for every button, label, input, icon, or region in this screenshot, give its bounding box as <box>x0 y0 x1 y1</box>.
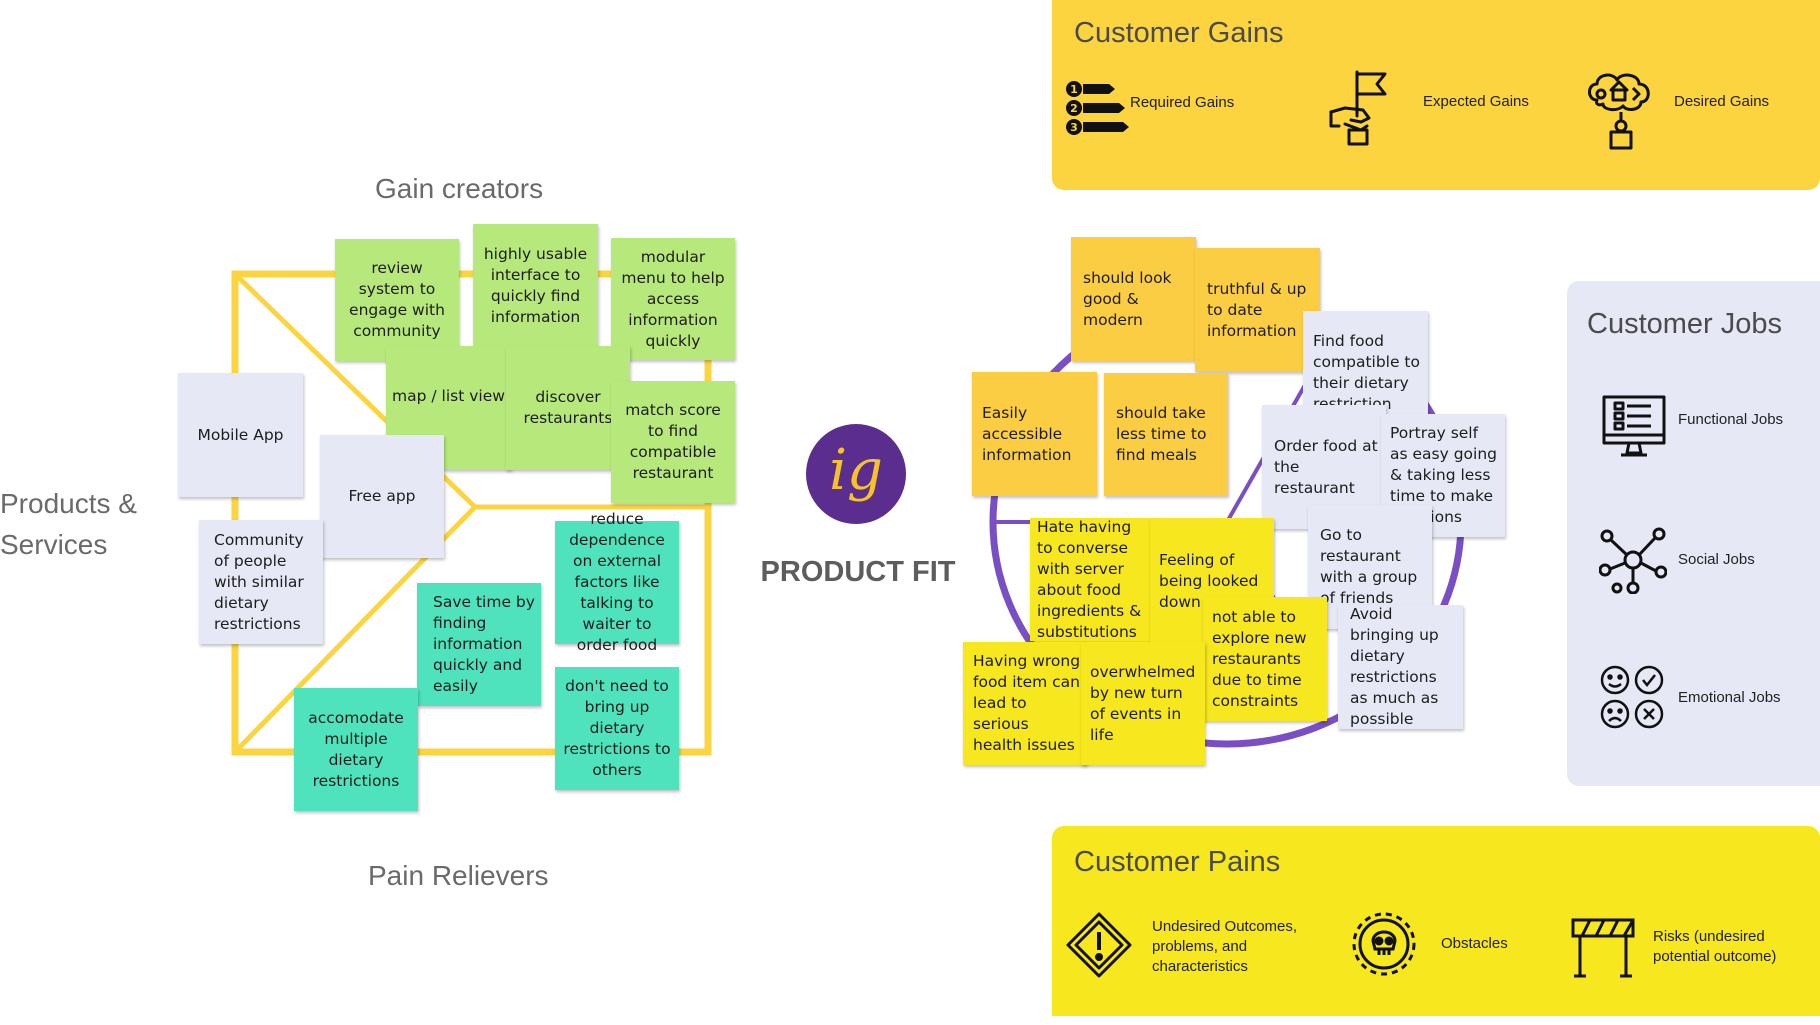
note-text: Easily accessible information <box>982 403 1072 464</box>
note-text: should look good & modern <box>1083 268 1172 329</box>
undesired-outcomes-label: Undesired Outcomes, problems, and charac… <box>1152 918 1298 975</box>
note-text: Go to restaurant with a group of friends <box>1320 526 1418 607</box>
pain-reliever-note[interactable]: Save time by finding information quickly… <box>417 583 541 706</box>
warning-diamond-icon <box>1066 912 1132 978</box>
ig-logo-text: ig <box>829 438 883 503</box>
note-text: truthful & up to date information <box>1207 279 1307 340</box>
note-text: review system to engage with community <box>349 259 445 340</box>
gain-creators-label: Gain creators <box>375 173 544 204</box>
skull-gear-icon <box>1352 912 1416 976</box>
customer-jobs-title: Customer Jobs <box>1587 308 1783 340</box>
functional-jobs-label: Functional Jobs <box>1678 411 1784 428</box>
network-icon <box>1599 527 1667 594</box>
flag-handshake-icon <box>1329 70 1387 146</box>
social-jobs-label: Social Jobs <box>1678 551 1755 568</box>
note-text: Find food compatible to their dietary re… <box>1313 332 1420 413</box>
svg-text:1: 1 <box>1070 83 1078 96</box>
note-text: Avoid bringing up dietary restrictions a… <box>1350 605 1439 728</box>
gain-note[interactable]: truthful & up to date information <box>1195 248 1320 372</box>
note-text: Free app <box>348 487 416 505</box>
checklist-monitor-icon <box>1602 395 1666 457</box>
note-text: Portray self as easy going & taking less… <box>1390 424 1498 526</box>
pain-relievers-label: Pain Relievers <box>368 860 549 891</box>
customer-pains-panel: Customer Pains Undesired Outcomes, probl… <box>1052 826 1820 1016</box>
required-gains-label: Required Gains <box>1130 94 1235 111</box>
job-note[interactable]: Go to restaurant with a group of friends <box>1308 505 1432 629</box>
emotional-jobs-label: Emotional Jobs <box>1678 689 1781 706</box>
barrier-icon <box>1571 918 1635 978</box>
products-services-label: Products & Services <box>0 488 137 560</box>
note-text: reduce dependence on external factors li… <box>569 510 665 654</box>
note-text: don't need to bring up dietary restricti… <box>563 677 671 779</box>
ig-logo: ig <box>806 424 906 524</box>
note-text: overwhelmed by new turn of events in lif… <box>1090 662 1196 744</box>
pain-note[interactable]: overwhelmed by new turn of events in lif… <box>1081 642 1205 765</box>
customer-gains-panel: Customer Gains 1 2 3 Required Gains Expe… <box>1052 0 1820 190</box>
gain-creator-note[interactable]: modular menu to help access information … <box>611 238 735 360</box>
gain-note[interactable]: should look good & modern <box>1071 237 1196 361</box>
gain-creator-note[interactable]: review system to engage with community <box>335 239 459 361</box>
note-text: highly usable interface to quickly find … <box>483 245 588 326</box>
customer-pains-title: Customer Pains <box>1074 846 1281 878</box>
emotion-faces-icon <box>1600 665 1664 729</box>
pain-note[interactable]: Hate having to converse with server abou… <box>1030 518 1154 641</box>
product-note[interactable]: Mobile App <box>178 373 303 497</box>
note-text: Order food at the restaurant <box>1274 436 1378 497</box>
thought-bubble-icon <box>1588 73 1650 150</box>
note-text: Save time by finding information quickly… <box>433 593 535 695</box>
product-fit-title: PRODUCT FIT <box>760 556 956 588</box>
note-text: Having wrong food item can lead to serio… <box>973 652 1081 754</box>
expected-gains-label: Expected Gains <box>1423 93 1529 110</box>
note-text: discover restaurants <box>523 388 613 427</box>
customer-jobs-panel: Customer Jobs Functional Jobs Social Job… <box>1567 281 1820 786</box>
note-text: not able to explore new restaurants due … <box>1212 607 1307 710</box>
gain-note[interactable]: Easily accessible information <box>972 372 1097 496</box>
note-text: Community of people with similar dietary… <box>214 530 304 633</box>
gain-creator-note[interactable]: discover restaurants <box>506 346 630 470</box>
risks-label: Risks (undesired potential outcome) <box>1653 928 1777 965</box>
gain-creator-note[interactable]: match score to find compatible restauran… <box>611 381 735 503</box>
product-note[interactable]: Free app <box>320 435 444 558</box>
note-text: match score to find compatible restauran… <box>625 401 721 482</box>
note-text: map / list view <box>392 387 505 405</box>
obstacles-label: Obstacles <box>1441 935 1508 952</box>
pain-reliever-note[interactable]: don't need to bring up dietary restricti… <box>555 667 679 790</box>
svg-text:2: 2 <box>1070 102 1078 115</box>
pain-reliever-note[interactable]: accomodate multiple dietary restrictions <box>294 688 418 811</box>
pain-note[interactable]: Having wrong food item can lead to serio… <box>963 642 1087 765</box>
customer-gains-title: Customer Gains <box>1074 17 1284 49</box>
pain-reliever-note[interactable]: reduce dependence on external factors li… <box>555 510 679 654</box>
note-text: should take less time to find meals <box>1116 404 1207 464</box>
product-note[interactable]: Community of people with similar dietary… <box>199 520 323 644</box>
note-text: Mobile App <box>197 425 284 444</box>
ranked-list-icon: 1 2 3 <box>1066 81 1129 135</box>
gain-note[interactable]: should take less time to find meals <box>1104 373 1228 496</box>
gain-creator-note[interactable]: highly usable interface to quickly find … <box>473 224 598 348</box>
note-text: modular menu to help access information … <box>621 247 725 350</box>
note-text: Hate having to converse with server abou… <box>1037 517 1142 641</box>
note-text: accomodate multiple dietary restrictions <box>308 708 404 790</box>
job-note[interactable]: Avoid bringing up dietary restrictions a… <box>1338 605 1463 729</box>
pain-note[interactable]: not able to explore new restaurants due … <box>1203 597 1327 721</box>
desired-gains-label: Desired Gains <box>1674 93 1770 110</box>
svg-text:3: 3 <box>1070 121 1078 134</box>
